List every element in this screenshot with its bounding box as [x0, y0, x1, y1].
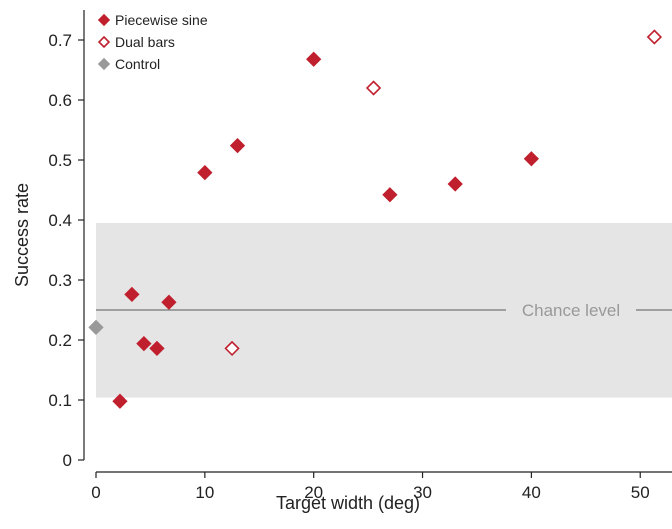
x-tick-label: 40 — [522, 483, 541, 502]
data-point-dual-bars — [224, 340, 240, 357]
chance-level-label: Chance level — [522, 301, 620, 320]
data-point-control — [88, 319, 104, 336]
y-axis-title: Success rate — [12, 183, 32, 287]
x-tick-label: 10 — [195, 483, 214, 502]
data-point-piecewise-sine — [161, 294, 177, 310]
data-point-piecewise-sine — [382, 187, 398, 203]
legend-marker — [97, 13, 111, 27]
y-tick-label: 0.4 — [48, 211, 72, 230]
data-point-piecewise-sine — [523, 151, 540, 167]
legend-label: Piecewise sine — [115, 12, 208, 28]
y-tick-label: 0 — [63, 451, 72, 470]
data-point-piecewise-sine — [229, 137, 246, 154]
data-point-piecewise-sine — [447, 176, 463, 192]
data-point-piecewise-sine — [112, 393, 128, 409]
y-tick-label: 0.7 — [48, 31, 72, 50]
data-point-piecewise-sine — [197, 164, 213, 181]
y-tick-label: 0.1 — [48, 391, 72, 410]
data-point-dual-bars — [365, 80, 382, 96]
legend-marker — [97, 57, 111, 71]
data-point-piecewise-sine — [136, 335, 152, 352]
x-tick-label: 0 — [91, 483, 100, 502]
y-tick-label: 0.6 — [48, 91, 72, 110]
x-tick-label: 50 — [631, 483, 650, 502]
data-point-piecewise-sine — [124, 286, 140, 303]
legend-label: Control — [115, 56, 160, 72]
legend-label: Dual bars — [115, 34, 175, 50]
y-tick-label: 0.3 — [48, 271, 72, 290]
data-point-piecewise-sine — [149, 340, 165, 357]
y-tick-label: 0.5 — [48, 151, 72, 170]
data-point-dual-bars — [646, 29, 663, 45]
y-tick-label: 0.2 — [48, 331, 72, 350]
data-point-piecewise-sine — [306, 51, 322, 67]
x-tick-label: 30 — [413, 483, 432, 502]
legend-marker — [97, 35, 111, 49]
x-tick-label: 20 — [304, 483, 323, 502]
x-axis-title: Target width (deg) — [276, 493, 420, 513]
